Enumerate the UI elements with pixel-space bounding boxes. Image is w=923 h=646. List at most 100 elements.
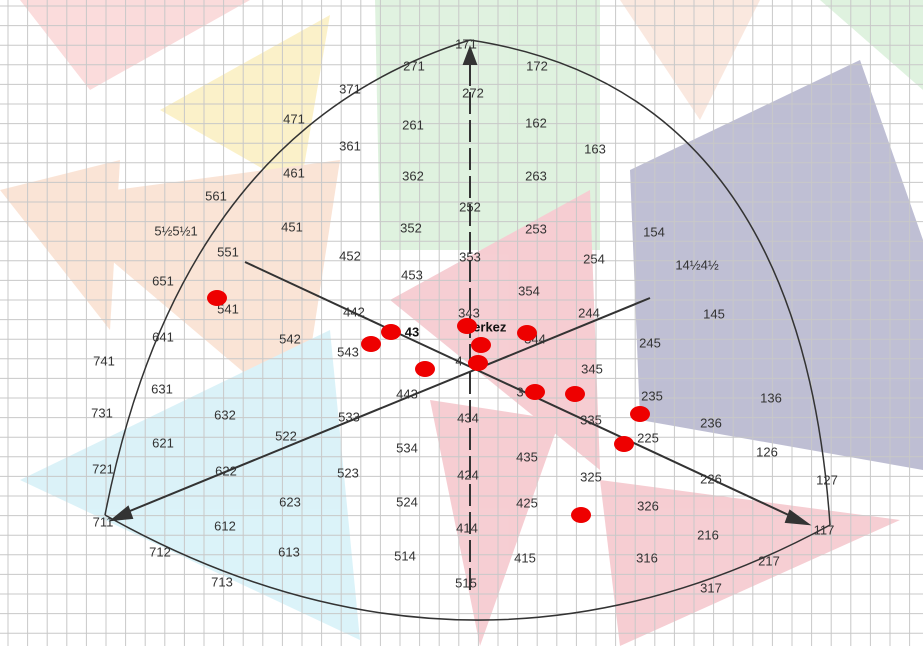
cell-label: 524 (396, 494, 418, 509)
cell-label: 236 (700, 415, 722, 430)
cell-label: 471 (283, 111, 305, 126)
cell-label: 621 (152, 435, 174, 450)
cell-label: 631 (151, 381, 173, 396)
cell-label: 651 (152, 273, 174, 288)
cell-label: 261 (402, 117, 424, 132)
cell-label: 435 (516, 449, 538, 464)
cell-label: 515 (455, 575, 477, 590)
cell-label: 354 (518, 283, 540, 298)
cell-label: 5½5½1 (154, 223, 197, 238)
cell-label: 451 (281, 219, 303, 234)
red-dot (471, 337, 491, 353)
red-dot (207, 290, 227, 306)
red-dot (630, 406, 650, 422)
cell-label: 343 (458, 305, 480, 320)
red-dot (565, 386, 585, 402)
cell-label: 117 (814, 522, 835, 537)
cell-label: 741 (93, 353, 115, 368)
cell-label: 244 (578, 305, 600, 320)
cell-label: 415 (514, 550, 536, 565)
cell-label: 361 (339, 138, 361, 153)
cell-label: 712 (149, 544, 171, 559)
red-dot (571, 507, 591, 523)
cell-label: 252 (459, 199, 481, 214)
cell-label: 172 (526, 58, 548, 73)
cell-label: 14½4½ (675, 257, 719, 272)
cell-label: 721 (92, 461, 114, 476)
red-dot (517, 325, 537, 341)
cell-label: 226 (700, 471, 722, 486)
cell-label: 632 (214, 407, 236, 422)
cell-label: 543 (337, 344, 359, 359)
red-dot (614, 436, 634, 452)
cell-label: 613 (278, 544, 300, 559)
cell-label: 271 (403, 58, 425, 73)
red-dot (525, 384, 545, 400)
cell-label: 353 (459, 249, 481, 264)
cell-label: 325 (580, 469, 602, 484)
cell-label: 641 (152, 329, 174, 344)
cell-label: 534 (396, 440, 418, 455)
cell-label: 623 (279, 494, 301, 509)
cell-label: 352 (400, 220, 422, 235)
cell-label: 434 (457, 410, 479, 425)
cell-label: 326 (637, 498, 659, 513)
cell-label: 163 (584, 141, 606, 156)
cell-label: 453 (401, 267, 423, 282)
cell-label: 162 (525, 115, 547, 130)
cell-label: 541 (217, 301, 239, 316)
cell-label: 713 (211, 574, 233, 589)
cell-label: 254 (583, 251, 605, 266)
cell-label: 126 (756, 444, 778, 459)
cell-label: 731 (91, 405, 113, 420)
cell-label: 622 (215, 463, 237, 478)
red-dot (381, 324, 401, 340)
cell-label: 443 (396, 386, 418, 401)
cell-label: 217 (758, 553, 780, 568)
cell-label: 136 (760, 390, 782, 405)
cell-label: 3 (516, 384, 523, 399)
red-dot (415, 361, 435, 377)
cell-label: 263 (525, 168, 547, 183)
cell-label: 533 (338, 409, 360, 424)
cell-label: 551 (217, 244, 239, 259)
red-dots (207, 290, 650, 523)
cell-label: 414 (456, 520, 478, 535)
cell-label: 225 (637, 430, 659, 445)
cell-label: 514 (394, 548, 416, 563)
cell-label: 711 (93, 514, 114, 529)
cell-label: 145 (703, 306, 725, 321)
cell-label: 371 (339, 81, 361, 96)
cell-label: 43 (405, 324, 419, 339)
cell-label: 253 (525, 221, 547, 236)
cell-label: 216 (697, 527, 719, 542)
cell-label: 317 (700, 580, 722, 595)
cell-label: 561 (205, 188, 227, 203)
arrows (104, 39, 831, 621)
cell-label: 424 (457, 467, 479, 482)
cell-label: 272 (462, 85, 484, 100)
cell-label: 542 (279, 331, 301, 346)
cell-label: 245 (639, 335, 661, 350)
cell-label: 523 (337, 465, 359, 480)
red-dot (361, 336, 381, 352)
cell-label: 452 (339, 248, 361, 263)
cell-label: 425 (516, 495, 538, 510)
cell-label: 362 (402, 168, 424, 183)
cell-label: 127 (816, 472, 838, 487)
cell-label: 612 (214, 518, 236, 533)
cell-label: 171 (455, 36, 477, 51)
cell-label: 345 (581, 361, 603, 376)
cell-label: 316 (636, 550, 658, 565)
red-dot (468, 355, 488, 371)
cell-label: 461 (283, 165, 305, 180)
labels: 171 271 172 371 272 471 261 162 361 163 461 362 263 5… (91, 36, 838, 595)
red-dot (457, 318, 477, 334)
cell-label: 442 (343, 304, 365, 319)
cell-label: 154 (643, 224, 665, 239)
cell-label: 522 (275, 428, 297, 443)
cell-label: 235 (641, 388, 663, 403)
